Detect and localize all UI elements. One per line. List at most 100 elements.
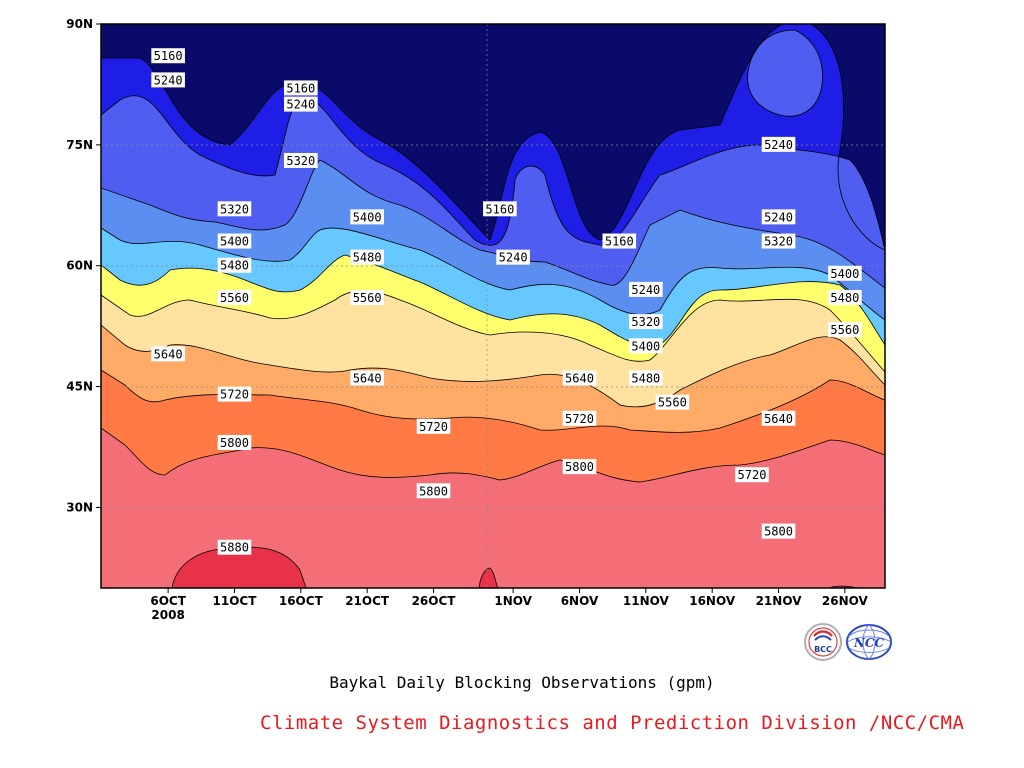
contour-label-bg xyxy=(284,96,318,112)
contour-label: 5240 xyxy=(496,249,530,265)
contour-label: 5160 xyxy=(602,233,637,249)
contour-label-bg xyxy=(629,281,663,297)
contour-label-bg xyxy=(828,265,862,281)
x-tick-label: 6OCT xyxy=(150,594,186,608)
contour-label-text: 5320 xyxy=(220,202,249,216)
x-tick-label: 26OCT xyxy=(412,594,457,608)
contour-label-text: 5240 xyxy=(764,138,793,152)
contour-label-bg xyxy=(483,201,517,217)
contour-label: 5160 xyxy=(284,80,318,96)
contour-label-text: 5160 xyxy=(485,202,514,216)
contour-label-bg xyxy=(217,201,252,217)
contour-label-bg xyxy=(350,289,384,305)
y-tick-label: 45N xyxy=(66,380,93,394)
contour-label-text: 5240 xyxy=(499,251,528,265)
contour-label-text: 5400 xyxy=(353,210,382,224)
contour-label: 5720 xyxy=(735,467,769,483)
contour-label-text: 5320 xyxy=(631,315,660,329)
contour-label: 5240 xyxy=(629,281,663,297)
contour-label-bg xyxy=(629,370,663,386)
y-tick-label: 90N xyxy=(66,17,93,31)
y-tick-label: 75N xyxy=(66,138,93,152)
contour-label-text: 5240 xyxy=(631,283,660,297)
contour-label-text: 5480 xyxy=(631,372,660,386)
contour-label: 5640 xyxy=(562,370,597,386)
contour-label-bg xyxy=(350,370,384,386)
contour-label-bg xyxy=(284,152,318,168)
contour-label-bg xyxy=(761,523,796,539)
contour-label-text: 5480 xyxy=(353,251,382,265)
contour-label: 5240 xyxy=(761,136,796,152)
contour-label-text: 5800 xyxy=(764,525,793,539)
ncc-logo: NCC xyxy=(846,624,892,660)
contour-label-text: 5560 xyxy=(220,291,249,305)
contour-label-text: 5560 xyxy=(658,396,687,410)
plot-frame xyxy=(100,23,886,589)
contour-label: 5720 xyxy=(416,418,451,434)
contour-label: 5640 xyxy=(350,370,384,386)
contour-label: 5880 xyxy=(217,539,252,555)
contour-label-bg xyxy=(217,539,252,555)
contour-label: 5320 xyxy=(284,152,318,168)
contour-label-bg xyxy=(217,434,252,450)
contour-label: 5160 xyxy=(151,48,185,64)
contour-label-text: 5240 xyxy=(286,98,315,112)
bcc-logo-text: BCC xyxy=(814,645,832,654)
contour-label-bg xyxy=(562,459,597,475)
contour-label-bg xyxy=(151,48,185,64)
contour-label-text: 5640 xyxy=(353,372,382,386)
contour-label-text: 5480 xyxy=(830,291,859,305)
contour-label-bg xyxy=(602,233,637,249)
contour-label-text: 5720 xyxy=(220,388,249,402)
contour-line-5480 xyxy=(101,254,885,347)
contour-label-bg xyxy=(151,346,185,362)
x-tick-label: 21OCT xyxy=(345,594,390,608)
contour-label-text: 5240 xyxy=(764,210,793,224)
contour-line-5800 xyxy=(101,427,885,483)
contour-label-bg xyxy=(761,209,796,225)
contour-label-bg xyxy=(735,467,769,483)
contour-line-5640 xyxy=(101,324,885,408)
contour-label-bg xyxy=(828,322,862,338)
contour-label: 5560 xyxy=(217,289,252,305)
contour-label: 5320 xyxy=(217,201,252,217)
contour-label-bg xyxy=(655,394,690,410)
contour-label: 5800 xyxy=(562,459,597,475)
contour-line-polar-low xyxy=(747,29,823,117)
contour-label: 5240 xyxy=(761,209,796,225)
contour-label-bg xyxy=(629,338,663,354)
x-tick-label: 21NOV xyxy=(756,594,803,608)
contour-label: 5400 xyxy=(217,233,252,249)
contour-label: 5400 xyxy=(350,209,384,225)
contour-line-5160 xyxy=(101,24,885,251)
contour-label: 5640 xyxy=(761,410,796,426)
contour-label-text: 5640 xyxy=(565,372,594,386)
x-year-label: 2008 xyxy=(151,608,184,622)
contour-label: 5560 xyxy=(655,394,690,410)
contour-label-bg xyxy=(217,386,252,402)
y-axis: 90N 75N 60N 45N 30N xyxy=(66,17,101,514)
contour-label-bg xyxy=(350,249,384,265)
contour-label-text: 5560 xyxy=(353,291,382,305)
contour-label-text: 5640 xyxy=(154,347,183,361)
contour-label-text: 5240 xyxy=(154,73,183,87)
contour-label: 5800 xyxy=(761,523,796,539)
contour-label-text: 5400 xyxy=(220,235,249,249)
contour-label-text: 5480 xyxy=(220,259,249,273)
y-tick-label: 30N xyxy=(66,500,93,514)
contour-label: 5160 xyxy=(483,201,517,217)
ncc-logo-text: NCC xyxy=(853,636,885,650)
contour-label-text: 5320 xyxy=(764,235,793,249)
contour-label-text: 5880 xyxy=(220,541,249,555)
contour-label-text: 5720 xyxy=(419,420,448,434)
bcc-logo: BCC xyxy=(804,623,842,661)
contour-label: 5480 xyxy=(217,257,252,273)
contour-label: 5800 xyxy=(217,434,252,450)
contour-label: 5640 xyxy=(151,346,185,362)
contour-label-bg xyxy=(350,209,384,225)
contour-label: 5400 xyxy=(629,338,663,354)
x-tick-label: 11NOV xyxy=(623,594,670,608)
contour-label-bg xyxy=(562,370,597,386)
contour-label-bg xyxy=(761,136,796,152)
